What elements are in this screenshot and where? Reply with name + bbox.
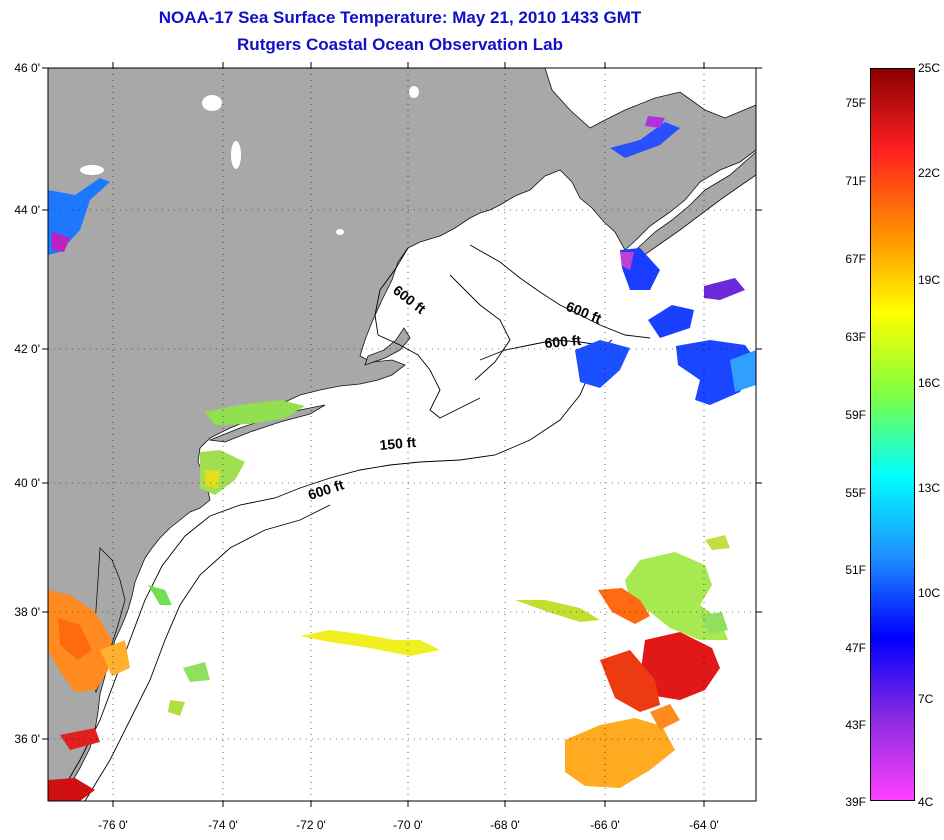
lon-label: -70 0' [393, 818, 423, 832]
map-subtitle: Rutgers Coastal Ocean Observation Lab [237, 35, 563, 54]
colorbar-f-label: 67F [845, 252, 866, 266]
lon-label: -74 0' [208, 818, 238, 832]
lon-label: -72 0' [296, 818, 326, 832]
axis-ticks [42, 62, 762, 807]
contour-label: 150 ft [379, 434, 417, 453]
colorbar-c-label: 16C [918, 376, 941, 390]
colorbar-f-label: 43F [845, 718, 866, 732]
colorbar-f-label: 63F [845, 330, 866, 344]
temperature-colorbar [870, 68, 915, 801]
colorbar-c-label: 25C [918, 61, 941, 75]
map-title: NOAA-17 Sea Surface Temperature: May 21,… [158, 8, 642, 27]
map-frame [47, 67, 757, 802]
colorbar-f-label: 75F [845, 96, 866, 110]
colorbar-c-label: 22C [918, 166, 941, 180]
colorbar-f-label: 59F [845, 408, 866, 422]
lat-label: 40 0' [14, 476, 40, 490]
lat-label: 46 0' [14, 61, 40, 75]
lon-label: -68 0' [490, 818, 520, 832]
colorbar-c-label: 4C [918, 795, 934, 809]
colorbar-c-label: 7C [918, 692, 934, 706]
colorbar-c-label: 19C [918, 273, 941, 287]
colorbar-f-label: 71F [845, 174, 866, 188]
lon-label: -76 0' [98, 818, 128, 832]
lat-label: 42 0' [14, 342, 40, 356]
gridlines [48, 68, 756, 801]
colorbar-f-label: 51F [845, 563, 866, 577]
lon-label: -64 0' [689, 818, 719, 832]
lat-label: 38 0' [14, 605, 40, 619]
colorbar-f-label: 39F [845, 795, 866, 809]
bathymetry-contours [55, 244, 651, 802]
lakes [80, 86, 419, 235]
lat-label: 36 0' [14, 732, 40, 746]
colorbar-f-label: 55F [845, 486, 866, 500]
colorbar-c-label: 13C [918, 481, 941, 495]
cape-cod [364, 327, 411, 366]
lon-label: -66 0' [590, 818, 620, 832]
colorbar-f-label: 47F [845, 641, 866, 655]
land-mass [47, 67, 757, 802]
lat-label: 44 0' [14, 203, 40, 217]
contour-label: 600 ft [544, 332, 582, 351]
colorbar-c-label: 10C [918, 586, 941, 600]
sst-patches [48, 116, 756, 801]
